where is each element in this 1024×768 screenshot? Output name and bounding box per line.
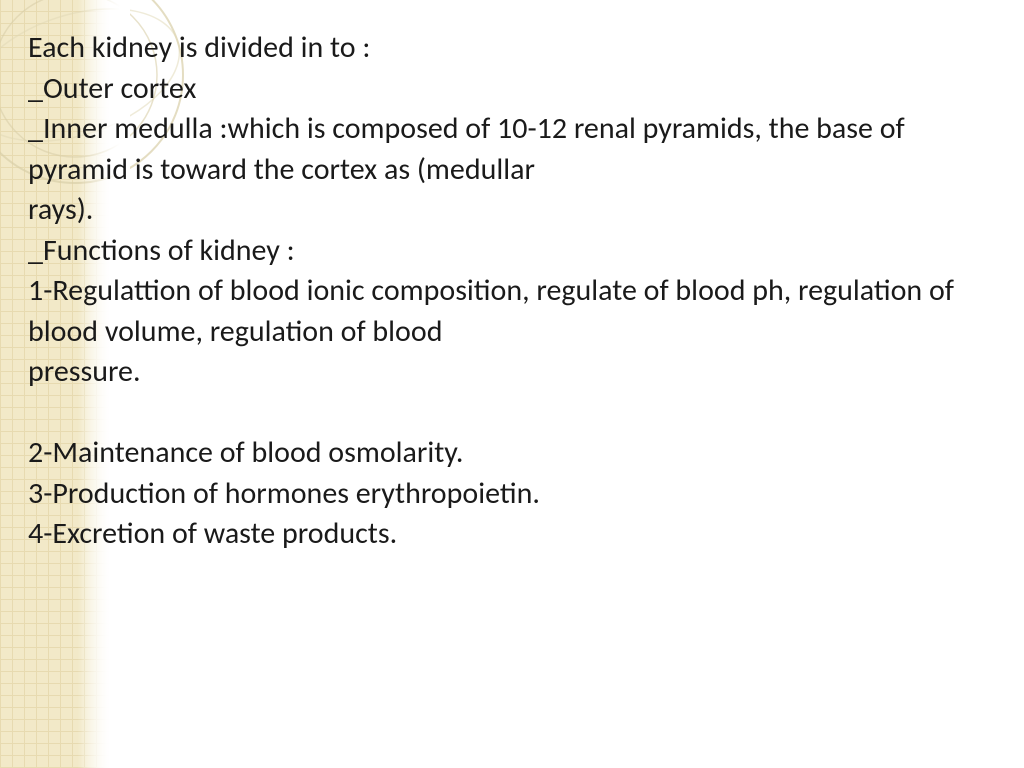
text-line: Each kidney is divided in to :: [28, 28, 998, 69]
text-line: pressure.: [28, 352, 998, 393]
slide-body-text: Each kidney is divided in to : _Outer co…: [28, 28, 998, 555]
text-line: rays).: [28, 190, 998, 231]
slide: Each kidney is divided in to : _Outer co…: [0, 0, 1024, 768]
text-line: 1-Regulattion of blood ionic composition…: [28, 271, 998, 352]
text-line: _Outer cortex: [28, 69, 998, 110]
text-line: 3-Production of hormones erythropoietin.: [28, 474, 998, 515]
text-line: 2-Maintenance of blood osmolarity.: [28, 433, 998, 474]
text-line: _Inner medulla :which is composed of 10-…: [28, 109, 998, 190]
text-line: _Functions of kidney :: [28, 231, 998, 272]
text-line: 4-Excretion of waste products.: [28, 514, 998, 555]
text-line: [28, 393, 998, 434]
